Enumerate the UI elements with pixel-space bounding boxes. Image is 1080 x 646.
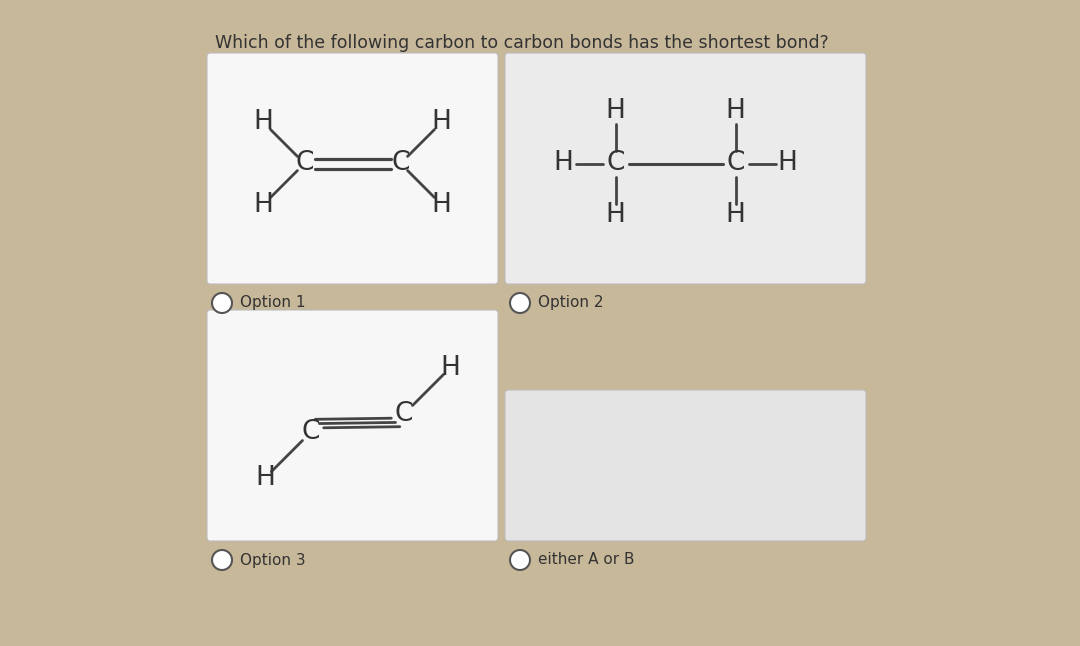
Text: H: H (606, 202, 625, 229)
Text: either A or B: either A or B (538, 552, 635, 567)
Text: H: H (432, 191, 451, 218)
Text: C: C (295, 151, 313, 176)
Text: H: H (606, 98, 625, 125)
Text: Which of the following carbon to carbon bonds has the shortest bond?: Which of the following carbon to carbon … (215, 34, 828, 52)
Text: Option 2: Option 2 (538, 295, 604, 311)
FancyBboxPatch shape (207, 53, 498, 284)
Text: C: C (727, 151, 745, 176)
Circle shape (212, 550, 232, 570)
Text: C: C (301, 419, 320, 445)
Text: H: H (726, 202, 745, 229)
Text: H: H (554, 151, 573, 176)
Text: Option 3: Option 3 (240, 552, 306, 567)
Text: H: H (254, 191, 273, 218)
Text: H: H (726, 98, 745, 125)
Text: C: C (391, 151, 409, 176)
Circle shape (510, 550, 530, 570)
Text: H: H (255, 465, 275, 491)
Text: H: H (254, 109, 273, 136)
Text: H: H (440, 355, 460, 381)
Text: H: H (778, 151, 797, 176)
FancyBboxPatch shape (207, 310, 498, 541)
FancyBboxPatch shape (505, 53, 866, 284)
Text: H: H (432, 109, 451, 136)
Text: C: C (606, 151, 624, 176)
Circle shape (212, 293, 232, 313)
Text: Option 1: Option 1 (240, 295, 306, 311)
Circle shape (510, 293, 530, 313)
FancyBboxPatch shape (505, 390, 866, 541)
Text: C: C (395, 401, 414, 427)
